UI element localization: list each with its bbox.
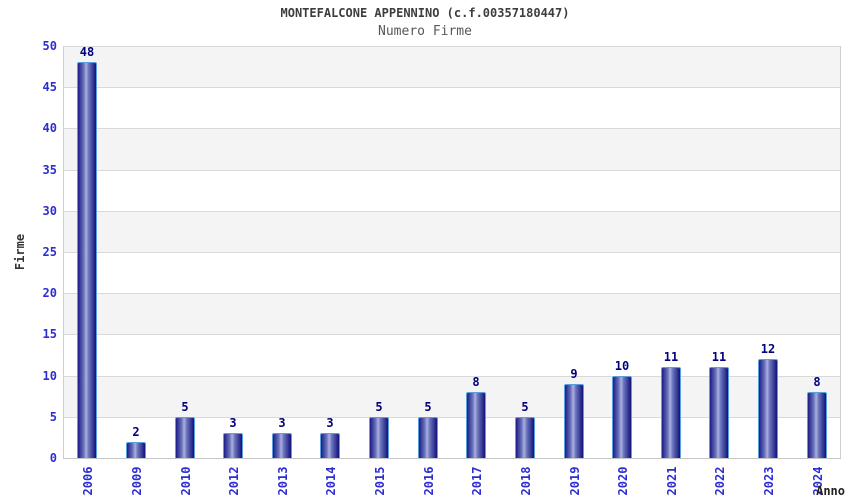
y-tick-45: 45 bbox=[42, 80, 57, 94]
gridline-y-15 bbox=[63, 334, 841, 335]
x-tick-2012: 2012 bbox=[227, 466, 241, 496]
bar-2020 bbox=[612, 376, 632, 458]
plot-band bbox=[63, 87, 841, 129]
bar-value-2018: 5 bbox=[521, 400, 529, 414]
bar-2021 bbox=[661, 367, 681, 458]
plot-band bbox=[63, 252, 841, 294]
x-tick-2014: 2014 bbox=[324, 466, 338, 496]
bar-2009 bbox=[126, 442, 146, 458]
bar-2019 bbox=[564, 384, 584, 458]
bar-2022 bbox=[709, 367, 729, 458]
bar-value-2009: 2 bbox=[132, 425, 140, 439]
bar-value-2014: 3 bbox=[326, 416, 334, 430]
chart-title: MONTEFALCONE APPENNINO (c.f.00357180447) bbox=[280, 6, 570, 20]
bar-value-2020: 10 bbox=[614, 359, 630, 373]
bar-2024 bbox=[807, 392, 827, 458]
plot-band bbox=[63, 210, 841, 252]
x-tick-2018: 2018 bbox=[519, 466, 533, 496]
bar-2023 bbox=[758, 359, 778, 458]
plot-band bbox=[63, 46, 841, 88]
x-tick-2009: 2009 bbox=[130, 466, 144, 496]
x-tick-2020: 2020 bbox=[616, 466, 630, 496]
y-tick-5: 5 bbox=[49, 410, 57, 424]
y-tick-30: 30 bbox=[42, 204, 57, 218]
bar-value-2017: 8 bbox=[472, 375, 480, 389]
bar-2016 bbox=[418, 417, 438, 458]
bar-value-2022: 11 bbox=[711, 350, 727, 364]
gridline-y-50 bbox=[63, 46, 841, 47]
x-axis-title: Anno bbox=[816, 484, 845, 498]
bar-value-2006: 48 bbox=[79, 45, 95, 59]
x-tick-2023: 2023 bbox=[762, 466, 776, 496]
bar-2017 bbox=[466, 392, 486, 458]
bar-2010 bbox=[175, 417, 195, 458]
bar-2015 bbox=[369, 417, 389, 458]
plot-border-left bbox=[63, 46, 64, 458]
x-tick-2015: 2015 bbox=[373, 466, 387, 496]
bar-value-2016: 5 bbox=[424, 400, 432, 414]
bar-2006 bbox=[77, 62, 97, 458]
gridline-y-25 bbox=[63, 252, 841, 253]
y-tick-35: 35 bbox=[42, 163, 57, 177]
gridline-y-45 bbox=[63, 87, 841, 88]
bar-2012 bbox=[223, 433, 243, 458]
chart-subtitle: Numero Firme bbox=[378, 24, 472, 39]
bar-value-2023: 12 bbox=[760, 342, 776, 356]
plot-band bbox=[63, 169, 841, 211]
y-tick-10: 10 bbox=[42, 369, 57, 383]
bar-value-2024: 8 bbox=[813, 375, 821, 389]
y-tick-25: 25 bbox=[42, 245, 57, 259]
bar-2013 bbox=[272, 433, 292, 458]
x-tick-2013: 2013 bbox=[276, 466, 290, 496]
bar-value-2012: 3 bbox=[229, 416, 237, 430]
y-tick-50: 50 bbox=[42, 39, 57, 53]
plot-border-right bbox=[840, 46, 841, 458]
x-tick-2022: 2022 bbox=[713, 466, 727, 496]
x-tick-2010: 2010 bbox=[179, 466, 193, 496]
y-axis-title: Firme bbox=[13, 233, 27, 271]
bar-value-2015: 5 bbox=[375, 400, 383, 414]
bar-value-2013: 3 bbox=[278, 416, 286, 430]
bar-2018 bbox=[515, 417, 535, 458]
gridline-y-40 bbox=[63, 128, 841, 129]
bar-value-2010: 5 bbox=[181, 400, 189, 414]
bar-value-2019: 9 bbox=[570, 367, 578, 381]
x-tick-2017: 2017 bbox=[470, 466, 484, 496]
x-tick-2021: 2021 bbox=[665, 466, 679, 496]
y-tick-20: 20 bbox=[42, 286, 57, 300]
gridline-y-35 bbox=[63, 170, 841, 171]
y-tick-15: 15 bbox=[42, 327, 57, 341]
x-tick-2019: 2019 bbox=[568, 466, 582, 496]
plot-band bbox=[63, 128, 841, 170]
x-tick-2016: 2016 bbox=[422, 466, 436, 496]
y-tick-0: 0 bbox=[49, 451, 57, 465]
plot-band bbox=[63, 293, 841, 335]
bar-2014 bbox=[320, 433, 340, 458]
x-tick-2006: 2006 bbox=[81, 466, 95, 496]
gridline-y-30 bbox=[63, 211, 841, 212]
bar-value-2021: 11 bbox=[663, 350, 679, 364]
gridline-y-20 bbox=[63, 293, 841, 294]
gridline-y-10 bbox=[63, 376, 841, 377]
y-tick-40: 40 bbox=[42, 121, 57, 135]
gridline-y-0 bbox=[63, 458, 841, 459]
gridline-y-5 bbox=[63, 417, 841, 418]
